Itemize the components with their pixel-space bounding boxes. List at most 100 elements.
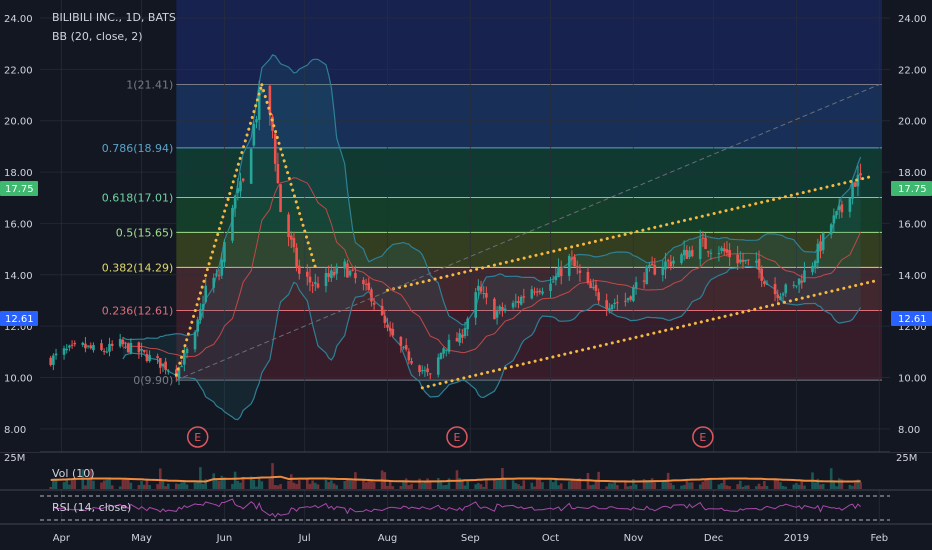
candle [223,239,226,268]
volume-bar [332,483,336,489]
volume-bar [741,486,745,489]
volume-bar [859,482,862,489]
candle [597,288,600,305]
candle [404,338,408,352]
rsi-line [53,498,861,518]
volume-bar [530,482,534,489]
reference-price-badge-left: 12.61 [0,311,38,326]
fib-zone [176,84,883,148]
candle [755,252,758,269]
volume-bar [439,482,443,489]
fib-level-label: 1(21.41) [126,78,173,91]
candle [54,348,58,360]
candle [535,287,539,297]
candle [538,288,542,295]
candle [482,285,486,299]
candle [741,252,745,269]
bollinger-upper [122,54,862,341]
volume-bar [570,479,574,489]
svg-text:17.75: 17.75 [898,184,927,195]
volume-bar [589,485,592,489]
candle [142,349,146,354]
volume-bar [498,478,502,489]
volume-bar [482,486,486,489]
volume-bar [661,481,665,489]
fib-level-label: 0.382(14.29) [102,261,174,274]
time-axis[interactable]: Apr May Jun Jul Aug Sep Oct Nov Dec 2019 Feb [0,523,932,544]
earnings-marker[interactable]: E [446,426,468,448]
price-axis-right[interactable]: 24.00 22.00 20.00 18.00 16.00 14.00 12.00 10.00… [890,0,932,452]
candle [578,264,582,282]
volume-panel [0,451,932,490]
volume-bar [610,483,614,489]
channel-lower[interactable] [420,278,881,390]
time-tick-label: Jul [298,533,311,544]
candle [672,256,675,269]
volume-bar [458,478,461,489]
candle [821,231,825,254]
volume-bar [653,482,657,489]
candle [477,279,480,299]
volume-bar [287,480,290,489]
candle [832,208,836,232]
volume-bar [519,485,523,489]
volume-bar [100,482,103,489]
volume-bar [629,485,633,489]
candle [126,342,130,353]
candle [158,357,162,374]
candle [386,317,389,332]
price-tick-label: 22.00 [4,65,33,76]
volume-bar [829,468,833,489]
candlestick-series [49,80,862,386]
fib-diagonal[interactable] [175,83,880,381]
candle [624,292,627,307]
trendlines[interactable] [174,83,881,390]
volume-bar [760,486,763,489]
volume-bar [118,486,122,489]
candle [279,184,282,213]
volume-bar [517,484,520,489]
volume-bar [685,480,689,489]
candle [763,280,766,287]
candle [444,349,448,357]
candle [503,304,507,314]
candle [68,344,71,352]
candle [816,238,820,269]
volume-bar [832,481,836,489]
candle [180,360,183,368]
candle [495,306,499,325]
earnings-marker[interactable]: E [186,426,209,448]
volume-bar [773,478,777,489]
candle [332,266,336,278]
trendline-decline[interactable] [260,83,317,269]
volume-bar [239,482,242,489]
volume-bar [717,484,721,489]
price-tick-label: 14.00 [4,271,33,282]
candle [196,316,200,337]
price-axis-left[interactable]: 24.00 22.00 20.00 18.00 16.00 14.00 12.00 10.00… [0,0,40,452]
candle [145,349,149,363]
volume-bar [404,478,408,489]
candle [102,348,106,355]
volume-bar [124,479,127,489]
candle [105,347,109,354]
candle [557,258,560,278]
fib-zone-extension [176,0,883,85]
earnings-marker[interactable]: E [692,426,714,448]
volume-bar [62,482,66,489]
fib-level-label: 0(9.90) [133,374,173,387]
volume-bar [442,485,445,489]
volume-bar [436,478,440,489]
volume-bar [848,484,852,489]
volume-bar [605,486,608,489]
candle [343,258,347,278]
volume-bar [816,478,820,489]
trendline-rally[interactable] [174,83,264,377]
time-tick-label: Dec [704,533,723,544]
volume-bar [351,480,355,489]
candle [201,295,205,319]
symbol-title: BILIBILI INC., 1D, BATS [52,11,176,24]
candle [757,250,761,279]
